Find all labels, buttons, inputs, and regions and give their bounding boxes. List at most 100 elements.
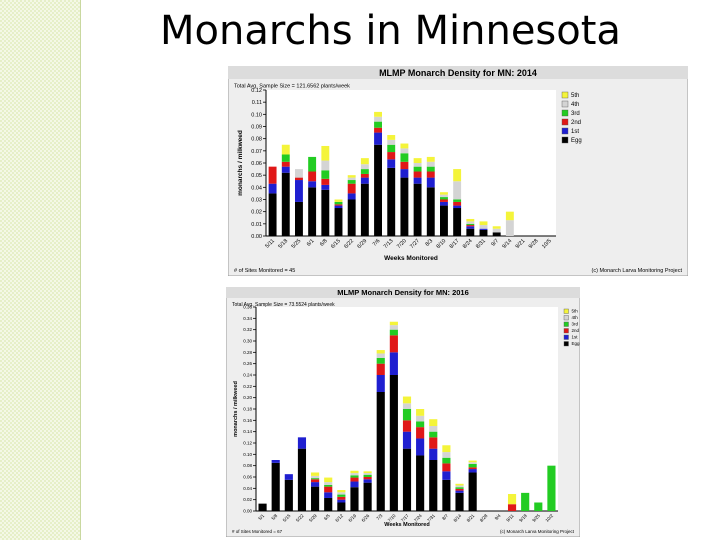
bar-segment-1st [308, 181, 317, 188]
bar-segment-3rd [376, 358, 385, 364]
x-tick-label: 9/11 [505, 513, 515, 523]
y-tick-label: 0.06 [251, 161, 262, 167]
bar-segment-egg [268, 193, 277, 236]
bar-segment-egg [402, 448, 412, 511]
legend-swatch [561, 136, 569, 144]
bar-segment-egg [479, 229, 488, 236]
bar-segment-4th [350, 473, 359, 476]
bar-segment-3rd [429, 431, 438, 438]
bar-segment-egg [468, 472, 477, 511]
bar-segment-1st [281, 166, 290, 173]
bar-segment-1st [455, 490, 464, 493]
y-tick-label: 0.08 [251, 137, 262, 143]
y-axis-label: monarchs / milkweed [233, 381, 239, 437]
bar-segment-egg [284, 479, 293, 511]
x-tick-label: 8/3 [425, 238, 435, 248]
footer-right: (c) Monarch Larva Monitoring Project [592, 268, 683, 274]
bar-segment-3rd [337, 494, 346, 497]
footer-left: # of Sites Monitored = 67 [232, 529, 283, 534]
legend-label: 1st [571, 129, 579, 135]
y-tick-label: 0.22 [243, 384, 252, 389]
bar-segment-3rd [455, 487, 464, 489]
bar-segment-2nd [360, 173, 369, 178]
chart-title: MLMP Monarch Density for MN: 2016 [337, 288, 469, 297]
x-tick-label: 7/24 [413, 513, 423, 523]
bar-segment-4th [492, 228, 501, 233]
y-axis-label: monarchs / milkweed [237, 130, 244, 196]
bar-segment-5th [402, 396, 412, 404]
bar-segment-2nd [466, 225, 475, 227]
bar-segment-5th [429, 419, 438, 426]
chart-subtitle: Total Avg. Sample Size = 73.5524 plants/… [232, 302, 335, 308]
x-tick-label: 8/10 [436, 238, 448, 250]
bar-segment-1st [389, 352, 398, 375]
bar-segment-3rd [308, 156, 317, 172]
bar-segment-egg [311, 486, 320, 511]
bar-segment-2nd [350, 477, 359, 482]
bar-segment-5th [442, 445, 451, 453]
y-tick-label: 0.04 [243, 486, 252, 491]
bar-segment-4th [387, 139, 396, 145]
bar-segment-3rd [402, 409, 412, 421]
y-tick-label: 0.00 [251, 234, 262, 240]
bar-segment-5th [426, 156, 435, 162]
x-tick-label: 6/5 [323, 513, 331, 521]
bar-segment-4th [324, 482, 333, 485]
bar-segment-3rd [324, 484, 333, 487]
bar-segment-1st [453, 205, 462, 209]
bar-segment-2nd [363, 477, 372, 480]
bar-segment-3rd [413, 166, 422, 172]
bar-segment-1st [416, 438, 425, 456]
bar-segment-4th [479, 225, 488, 229]
x-tick-label: 8/14 [452, 513, 462, 523]
bar-segment-5th [363, 471, 372, 474]
bar-segment-2nd [347, 183, 356, 194]
bar-segment-egg [453, 208, 462, 236]
bar-segment-egg [258, 503, 267, 511]
y-tick-label: 0.04 [251, 185, 262, 191]
bar-segment-egg [334, 208, 343, 236]
x-tick-label: 6/1 [306, 238, 316, 248]
bar-segment-5th [360, 158, 369, 165]
bar-segment-4th [389, 325, 398, 330]
bar-segment-1st [363, 479, 372, 483]
bar-segment-5th [413, 158, 422, 163]
x-tick-label: 9/25 [531, 513, 541, 523]
bar-segment-3rd [534, 502, 543, 511]
bar-segment-4th [466, 221, 475, 224]
bar-segment-1st [400, 169, 409, 178]
bar-segment-2nd [308, 171, 317, 182]
x-tick-label: 6/12 [334, 513, 344, 523]
bar-segment-2nd [337, 496, 346, 500]
bar-segment-egg [297, 448, 307, 511]
y-tick-label: 0.14 [243, 429, 252, 434]
bar-segment-4th [311, 475, 320, 479]
bar-segment-2nd [311, 479, 320, 483]
bar-segment-egg [400, 177, 409, 236]
y-tick-label: 0.28 [243, 350, 252, 355]
legend-label: 5th [571, 93, 579, 99]
bar-segment-3rd [321, 170, 330, 179]
bar-segment-2nd [376, 363, 385, 375]
y-tick-label: 0.24 [243, 373, 252, 378]
bar-segment-2nd [389, 335, 398, 353]
x-tick-label: 10/2 [544, 513, 554, 523]
bar-segment-2nd [400, 161, 409, 170]
bar-segment-egg [416, 455, 425, 511]
y-tick-label: 0.11 [252, 100, 262, 106]
bar-segment-5th [350, 470, 359, 474]
x-tick-label: 9/4 [494, 513, 502, 521]
legend-label: 3rd [572, 322, 579, 327]
y-tick-label: 0.12 [243, 441, 252, 446]
bar-segment-2nd [507, 504, 517, 511]
x-tick-label: 5/1 [257, 513, 265, 521]
bar-segment-1st [321, 184, 330, 190]
x-tick-label: 6/19 [347, 513, 357, 523]
legend-swatch [561, 118, 569, 126]
bar-segment-2nd [426, 171, 435, 178]
footer-right: (c) Monarch Larva Monitoring Project [500, 529, 575, 534]
bar-segment-5th [374, 111, 382, 117]
x-axis-label: Weeks Monitored [384, 522, 429, 528]
y-tick-label: 0.32 [243, 327, 252, 332]
